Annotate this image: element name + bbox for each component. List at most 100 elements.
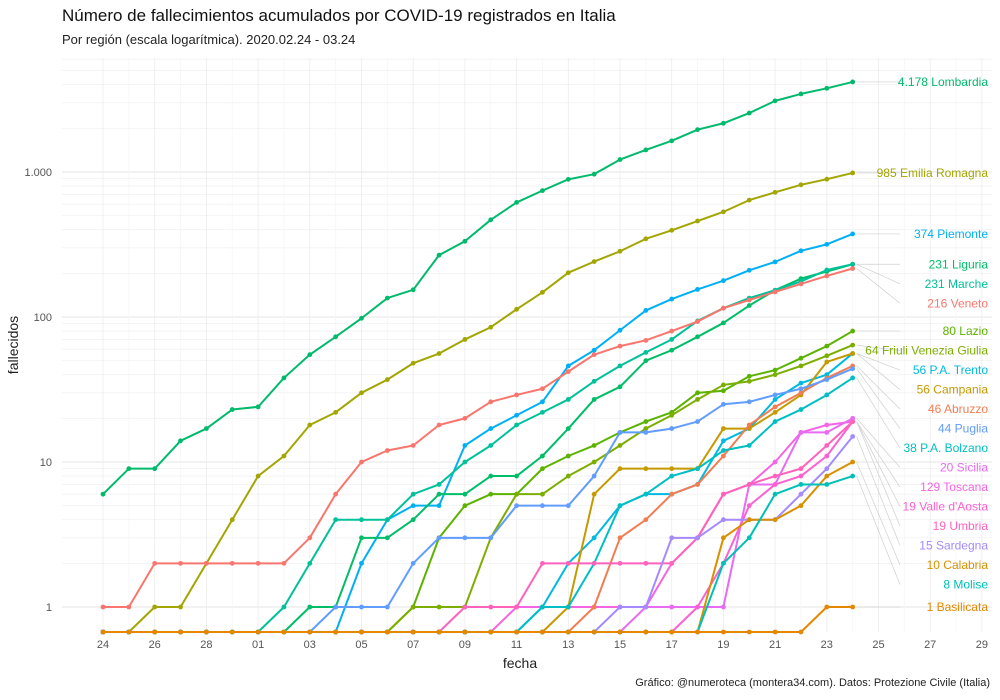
- label-leader-lines: [856, 81, 901, 608]
- data-point: [798, 407, 804, 412]
- data-point: [669, 138, 675, 144]
- data-point: [617, 560, 623, 566]
- x-tick-label: 03: [304, 639, 316, 651]
- x-tick-label: 07: [407, 639, 419, 651]
- series-lines: [100, 79, 856, 635]
- data-point: [565, 604, 571, 610]
- data-point: [643, 604, 649, 610]
- data-point: [798, 363, 804, 369]
- data-point: [850, 459, 856, 465]
- data-point: [152, 560, 158, 566]
- data-point: [824, 343, 830, 349]
- data-point: [617, 430, 623, 435]
- data-point: [436, 604, 442, 610]
- data-point: [617, 327, 623, 333]
- data-point: [669, 466, 675, 472]
- data-point: [359, 604, 364, 610]
- data-point: [669, 473, 675, 479]
- data-point: [565, 426, 571, 431]
- series-campania: [100, 351, 856, 635]
- series-label: 15 Sardegna: [919, 539, 988, 553]
- series-label: 44 Puglia: [938, 422, 988, 436]
- x-tick-label: 15: [614, 639, 626, 651]
- data-point: [643, 337, 649, 343]
- label-leader: [856, 421, 901, 507]
- data-point: [721, 438, 726, 444]
- series-p-a-bolzano: [100, 375, 856, 635]
- data-point: [565, 629, 571, 635]
- data-point: [798, 281, 804, 287]
- data-point: [746, 517, 752, 523]
- data-point: [798, 248, 804, 254]
- data-point: [695, 218, 700, 224]
- x-tick-label: 17: [666, 639, 678, 651]
- series-valle-d-aosta: [100, 419, 856, 635]
- data-point: [772, 367, 778, 373]
- x-tick-label: 13: [562, 639, 574, 651]
- data-point: [410, 491, 416, 497]
- data-point: [591, 378, 597, 384]
- data-point: [643, 430, 649, 435]
- data-point: [462, 337, 468, 342]
- series-molise: [100, 473, 856, 635]
- data-point: [152, 466, 158, 472]
- x-tick-label: 21: [769, 639, 781, 651]
- data-point: [824, 176, 830, 182]
- data-point: [488, 629, 494, 635]
- data-point: [695, 127, 700, 133]
- series-emilia-romagna: [100, 170, 856, 635]
- data-point: [359, 390, 364, 396]
- data-point: [514, 306, 519, 312]
- label-leader: [856, 344, 901, 351]
- chart-subtitle: Por región (escala logarítmica). 2020.02…: [62, 32, 356, 47]
- y-tick-label: 100: [34, 312, 52, 324]
- data-point: [488, 399, 494, 405]
- data-point: [746, 629, 752, 635]
- data-point: [772, 473, 778, 479]
- data-point: [126, 604, 132, 610]
- data-point: [643, 358, 649, 364]
- data-point: [643, 466, 649, 472]
- y-axis-ticks: 1 10 100 1.000: [24, 167, 52, 614]
- data-point: [824, 392, 830, 398]
- data-point: [488, 443, 494, 448]
- data-point: [721, 320, 726, 326]
- data-point: [591, 491, 597, 497]
- data-point: [824, 466, 830, 472]
- series-marche: [100, 261, 856, 635]
- data-point: [591, 604, 597, 610]
- data-point: [798, 91, 804, 97]
- data-point: [721, 278, 726, 284]
- data-point: [850, 434, 856, 439]
- data-point: [721, 453, 726, 459]
- data-point: [488, 217, 494, 223]
- data-point: [178, 560, 183, 566]
- data-point: [669, 560, 675, 566]
- data-point: [514, 392, 519, 398]
- data-point: [540, 491, 545, 497]
- y-axis-title: fallecidos: [5, 316, 21, 374]
- x-axis-title: fecha: [503, 655, 537, 671]
- data-point: [824, 241, 830, 247]
- data-point: [772, 372, 778, 378]
- data-point: [384, 517, 390, 523]
- series-sardegna: [100, 434, 856, 635]
- y-tick-label: 1.000: [24, 167, 52, 179]
- data-point: [798, 503, 804, 509]
- data-point: [100, 604, 106, 610]
- series-label: 374 Piemonte: [914, 227, 988, 241]
- x-axis-ticks: 24 26 28 01 03 05 07 09 11 13 15 17 19 21 23 25 27 29: [97, 639, 988, 651]
- data-point: [307, 629, 313, 635]
- x-tick-label: 26: [149, 639, 161, 651]
- data-point: [772, 482, 778, 487]
- data-point: [514, 604, 519, 610]
- data-point: [850, 328, 856, 334]
- data-point: [591, 459, 597, 465]
- data-point: [514, 200, 519, 205]
- data-point: [798, 491, 804, 497]
- data-point: [772, 629, 778, 635]
- data-point: [772, 419, 778, 424]
- data-point: [436, 629, 442, 635]
- x-tick-label: 25: [872, 639, 884, 651]
- data-point: [824, 604, 830, 610]
